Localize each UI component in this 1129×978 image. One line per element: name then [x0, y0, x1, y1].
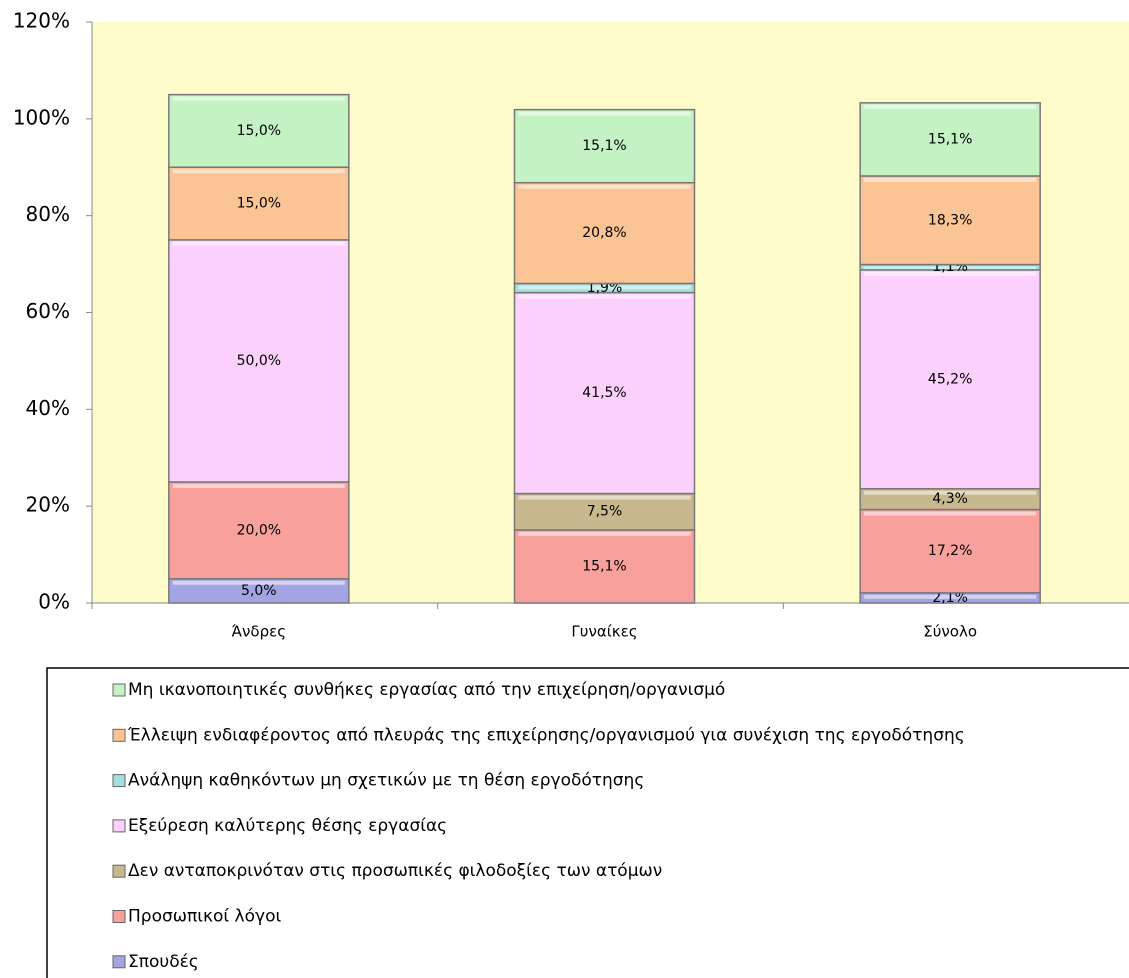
bar-highlight — [172, 241, 345, 246]
bar-highlight — [864, 511, 1037, 516]
bar-highlight — [518, 531, 691, 536]
legend-label: Ανάληψη καθηκόντων μη σχετικών με τη θέσ… — [128, 771, 644, 791]
x-tick-label: Γυναίκες — [571, 623, 637, 641]
legend-marker — [112, 864, 126, 878]
value-label: 7,5% — [587, 504, 623, 520]
legend-label: Προσωπικοί λόγοι — [128, 907, 281, 927]
value-label: 4,3% — [932, 491, 968, 507]
bar-segment — [168, 239, 350, 483]
bar-highlight — [864, 271, 1037, 276]
legend-label: Δεν ανταποκρινόταν στις προσωπικές φιλοδ… — [128, 861, 662, 881]
y-tick-label: 40% — [26, 396, 70, 420]
value-label: 45,2% — [928, 371, 972, 387]
legend-label: Έλλειψη ενδιαφέροντος από πλευράς της επ… — [127, 725, 965, 745]
bar-segment — [859, 102, 1041, 177]
bar-highlight — [172, 169, 345, 174]
bar-segment — [513, 181, 696, 285]
bar-highlight — [518, 184, 691, 189]
bar-highlight — [172, 580, 345, 585]
x-tick-label: Άνδρες — [232, 623, 286, 641]
legend-marker — [112, 774, 126, 788]
legend-label: Εξεύρεση καλύτερης θέσης εργασίας — [128, 816, 447, 836]
value-label: 15,1% — [582, 558, 626, 574]
value-label: 15,0% — [237, 196, 281, 212]
bar-segment — [513, 291, 696, 495]
y-tick-label: 60% — [26, 299, 70, 323]
value-label: 15,1% — [928, 131, 972, 147]
y-tick-label: 20% — [26, 493, 70, 517]
legend-marker — [112, 955, 126, 969]
x-tick-label: Σύνολο — [923, 623, 977, 641]
value-label: 15,1% — [582, 138, 626, 154]
value-label: 18,3% — [928, 212, 972, 228]
value-label: 5,0% — [241, 583, 277, 599]
legend-marker — [112, 728, 126, 742]
bar-highlight — [518, 285, 691, 290]
y-tick-label: 0% — [38, 590, 70, 614]
bar-segment — [513, 108, 696, 184]
value-label: 20,8% — [582, 225, 626, 241]
legend-box — [46, 667, 1129, 978]
value-label: 2,1% — [932, 590, 968, 606]
bar-highlight — [864, 594, 1037, 599]
bar-segment — [168, 93, 350, 168]
value-label: 50,0% — [237, 353, 281, 369]
y-tick-label: 100% — [13, 105, 70, 129]
bar-highlight — [172, 96, 345, 101]
legend-marker — [112, 910, 126, 923]
bar-highlight — [518, 294, 691, 299]
legend-marker — [112, 819, 126, 833]
y-tick-label: 120% — [13, 9, 70, 33]
value-label: 20,0% — [237, 522, 281, 538]
bar-highlight — [864, 490, 1037, 495]
bar-segment — [168, 166, 350, 241]
bar-segment — [859, 269, 1041, 490]
value-label: 17,2% — [928, 543, 972, 559]
bar-highlight — [864, 177, 1037, 182]
value-label: 15,0% — [237, 123, 281, 139]
bar-highlight — [518, 495, 691, 500]
bar-highlight — [864, 266, 1037, 269]
value-label: 41,5% — [582, 385, 626, 401]
bar-segment — [859, 175, 1041, 266]
bar-highlight — [518, 111, 691, 116]
legend-label: Μη ικανοποιητικές συνθήκες εργασίας από … — [128, 680, 725, 700]
legend-label: Σπουδές — [128, 952, 199, 972]
y-tick-label: 80% — [26, 202, 70, 226]
legend-marker — [112, 683, 126, 697]
bar-highlight — [864, 104, 1037, 109]
bar-highlight — [172, 483, 345, 488]
bar-segment — [168, 481, 350, 580]
